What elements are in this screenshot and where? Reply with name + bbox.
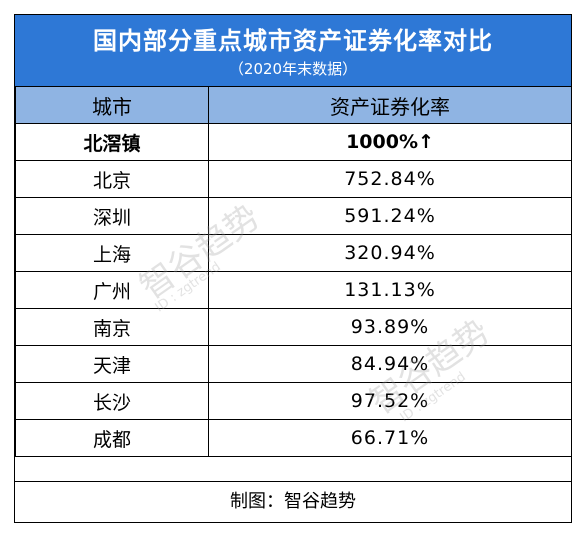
cell-rate: 84.94% [208, 345, 572, 383]
cell-rate: 591.24% [208, 197, 572, 235]
cell-city: 北京 [15, 160, 209, 198]
cell-city: 深圳 [15, 197, 209, 235]
cell-city: 上海 [15, 234, 209, 272]
cell-city: 长沙 [15, 382, 209, 420]
column-header-city: 城市 [15, 86, 209, 124]
page-title: 国内部分重点城市资产证券化率对比 [93, 27, 493, 55]
table-header-row: 城市 资产证券化率 [15, 86, 572, 124]
cell-rate: 66.71% [208, 419, 572, 457]
cell-city: 南京 [15, 308, 209, 346]
table-row: 北京 752.84% [15, 160, 572, 198]
cell-city: 北滘镇 [15, 123, 209, 161]
table-row: 广州 131.13% [15, 271, 572, 309]
table-header-banner: 国内部分重点城市资产证券化率对比 （2020年末数据） [15, 15, 571, 86]
cell-rate: 131.13% [208, 271, 572, 309]
cell-rate: 320.94% [208, 234, 572, 272]
up-arrow-icon: ↑ [418, 131, 434, 153]
page-subtitle: （2020年末数据） [228, 60, 358, 78]
table-row: 上海 320.94% [15, 234, 572, 272]
cell-rate: 97.52% [208, 382, 572, 420]
table-row: 南京 93.89% [15, 308, 572, 346]
table-row: 成都 66.71% [15, 419, 572, 457]
cell-rate: 93.89% [208, 308, 572, 346]
chart-credit: 制图：智谷趋势 [15, 481, 571, 522]
cell-city: 天津 [15, 345, 209, 383]
rate-value: 1000% [346, 131, 418, 153]
column-header-rate: 资产证券化率 [208, 86, 572, 124]
table-row: 北滘镇 1000%↑ [15, 123, 572, 161]
cell-city: 成都 [15, 419, 209, 457]
table-row: 深圳 591.24% [15, 197, 572, 235]
cell-city: 广州 [15, 271, 209, 309]
cell-rate: 752.84% [208, 160, 572, 198]
data-table: 城市 资产证券化率 北滘镇 1000%↑ 北京 752.84% 深圳 591.2… [15, 86, 572, 457]
cell-rate: 1000%↑ [208, 123, 572, 161]
table-row: 天津 84.94% [15, 345, 572, 383]
table-row: 长沙 97.52% [15, 382, 572, 420]
table-frame: 国内部分重点城市资产证券化率对比 （2020年末数据） 城市 资产证券化率 北滘… [14, 14, 572, 523]
